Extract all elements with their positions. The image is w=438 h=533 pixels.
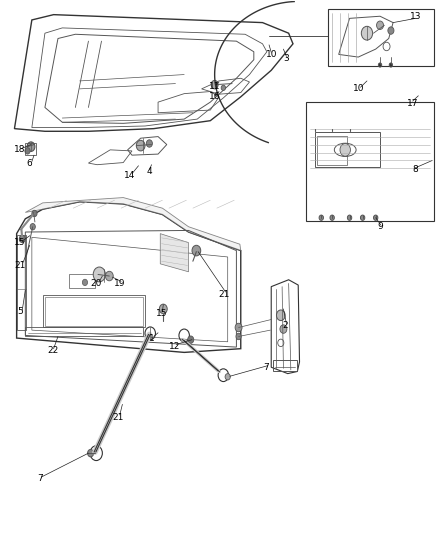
Circle shape <box>280 325 287 333</box>
Circle shape <box>211 80 218 89</box>
Circle shape <box>360 215 365 220</box>
Circle shape <box>82 279 88 286</box>
Bar <box>315 132 380 167</box>
Circle shape <box>389 63 392 67</box>
Circle shape <box>25 148 30 154</box>
Circle shape <box>361 26 373 40</box>
Circle shape <box>221 85 226 91</box>
Circle shape <box>377 21 384 29</box>
Text: 10: 10 <box>265 50 277 59</box>
Text: 21: 21 <box>112 413 124 422</box>
Circle shape <box>187 336 194 343</box>
Text: 20: 20 <box>91 279 102 288</box>
Bar <box>45 297 143 326</box>
Text: 21: 21 <box>219 289 230 298</box>
Bar <box>17 235 26 330</box>
Text: 22: 22 <box>47 346 58 355</box>
Bar <box>317 135 347 165</box>
Text: 2: 2 <box>283 321 288 330</box>
Circle shape <box>374 215 378 220</box>
Circle shape <box>347 215 352 220</box>
Circle shape <box>32 211 37 216</box>
Circle shape <box>88 449 94 457</box>
Text: 17: 17 <box>407 99 418 108</box>
Text: 7: 7 <box>37 474 42 483</box>
Text: 19: 19 <box>114 279 126 288</box>
Circle shape <box>235 323 242 332</box>
Text: 7: 7 <box>263 363 269 372</box>
Circle shape <box>19 235 25 243</box>
Bar <box>306 102 434 221</box>
Text: 8: 8 <box>412 166 418 174</box>
Text: 3: 3 <box>283 54 290 63</box>
Text: 15: 15 <box>156 309 167 318</box>
Bar <box>25 143 36 155</box>
Circle shape <box>192 245 201 256</box>
Circle shape <box>146 140 152 147</box>
Polygon shape <box>160 233 188 272</box>
Text: 15: 15 <box>14 238 25 247</box>
Circle shape <box>378 63 382 67</box>
Text: 10: 10 <box>353 84 364 93</box>
Circle shape <box>27 142 35 151</box>
Circle shape <box>106 271 113 281</box>
Text: 6: 6 <box>27 159 32 167</box>
Polygon shape <box>25 198 241 251</box>
Circle shape <box>93 267 106 282</box>
Circle shape <box>159 304 167 314</box>
Text: 12: 12 <box>169 342 180 351</box>
Text: 4: 4 <box>147 166 152 175</box>
Circle shape <box>319 215 323 220</box>
Text: 9: 9 <box>377 222 383 231</box>
Circle shape <box>340 143 350 156</box>
Bar <box>273 360 297 372</box>
Circle shape <box>30 223 35 230</box>
Circle shape <box>330 215 334 220</box>
Circle shape <box>276 310 285 320</box>
Bar <box>328 9 434 66</box>
Text: 18: 18 <box>14 146 25 155</box>
Text: 13: 13 <box>410 12 421 21</box>
Text: 11: 11 <box>209 82 220 91</box>
Text: 14: 14 <box>124 171 135 180</box>
Circle shape <box>136 140 145 151</box>
Bar <box>43 295 145 327</box>
Text: 5: 5 <box>17 307 22 316</box>
Bar <box>69 274 95 288</box>
Circle shape <box>236 333 241 340</box>
Text: 1: 1 <box>148 334 155 343</box>
Text: 16: 16 <box>209 92 220 101</box>
Circle shape <box>225 374 230 380</box>
Bar <box>25 327 143 336</box>
Circle shape <box>388 27 394 34</box>
Text: 21: 21 <box>14 261 25 270</box>
